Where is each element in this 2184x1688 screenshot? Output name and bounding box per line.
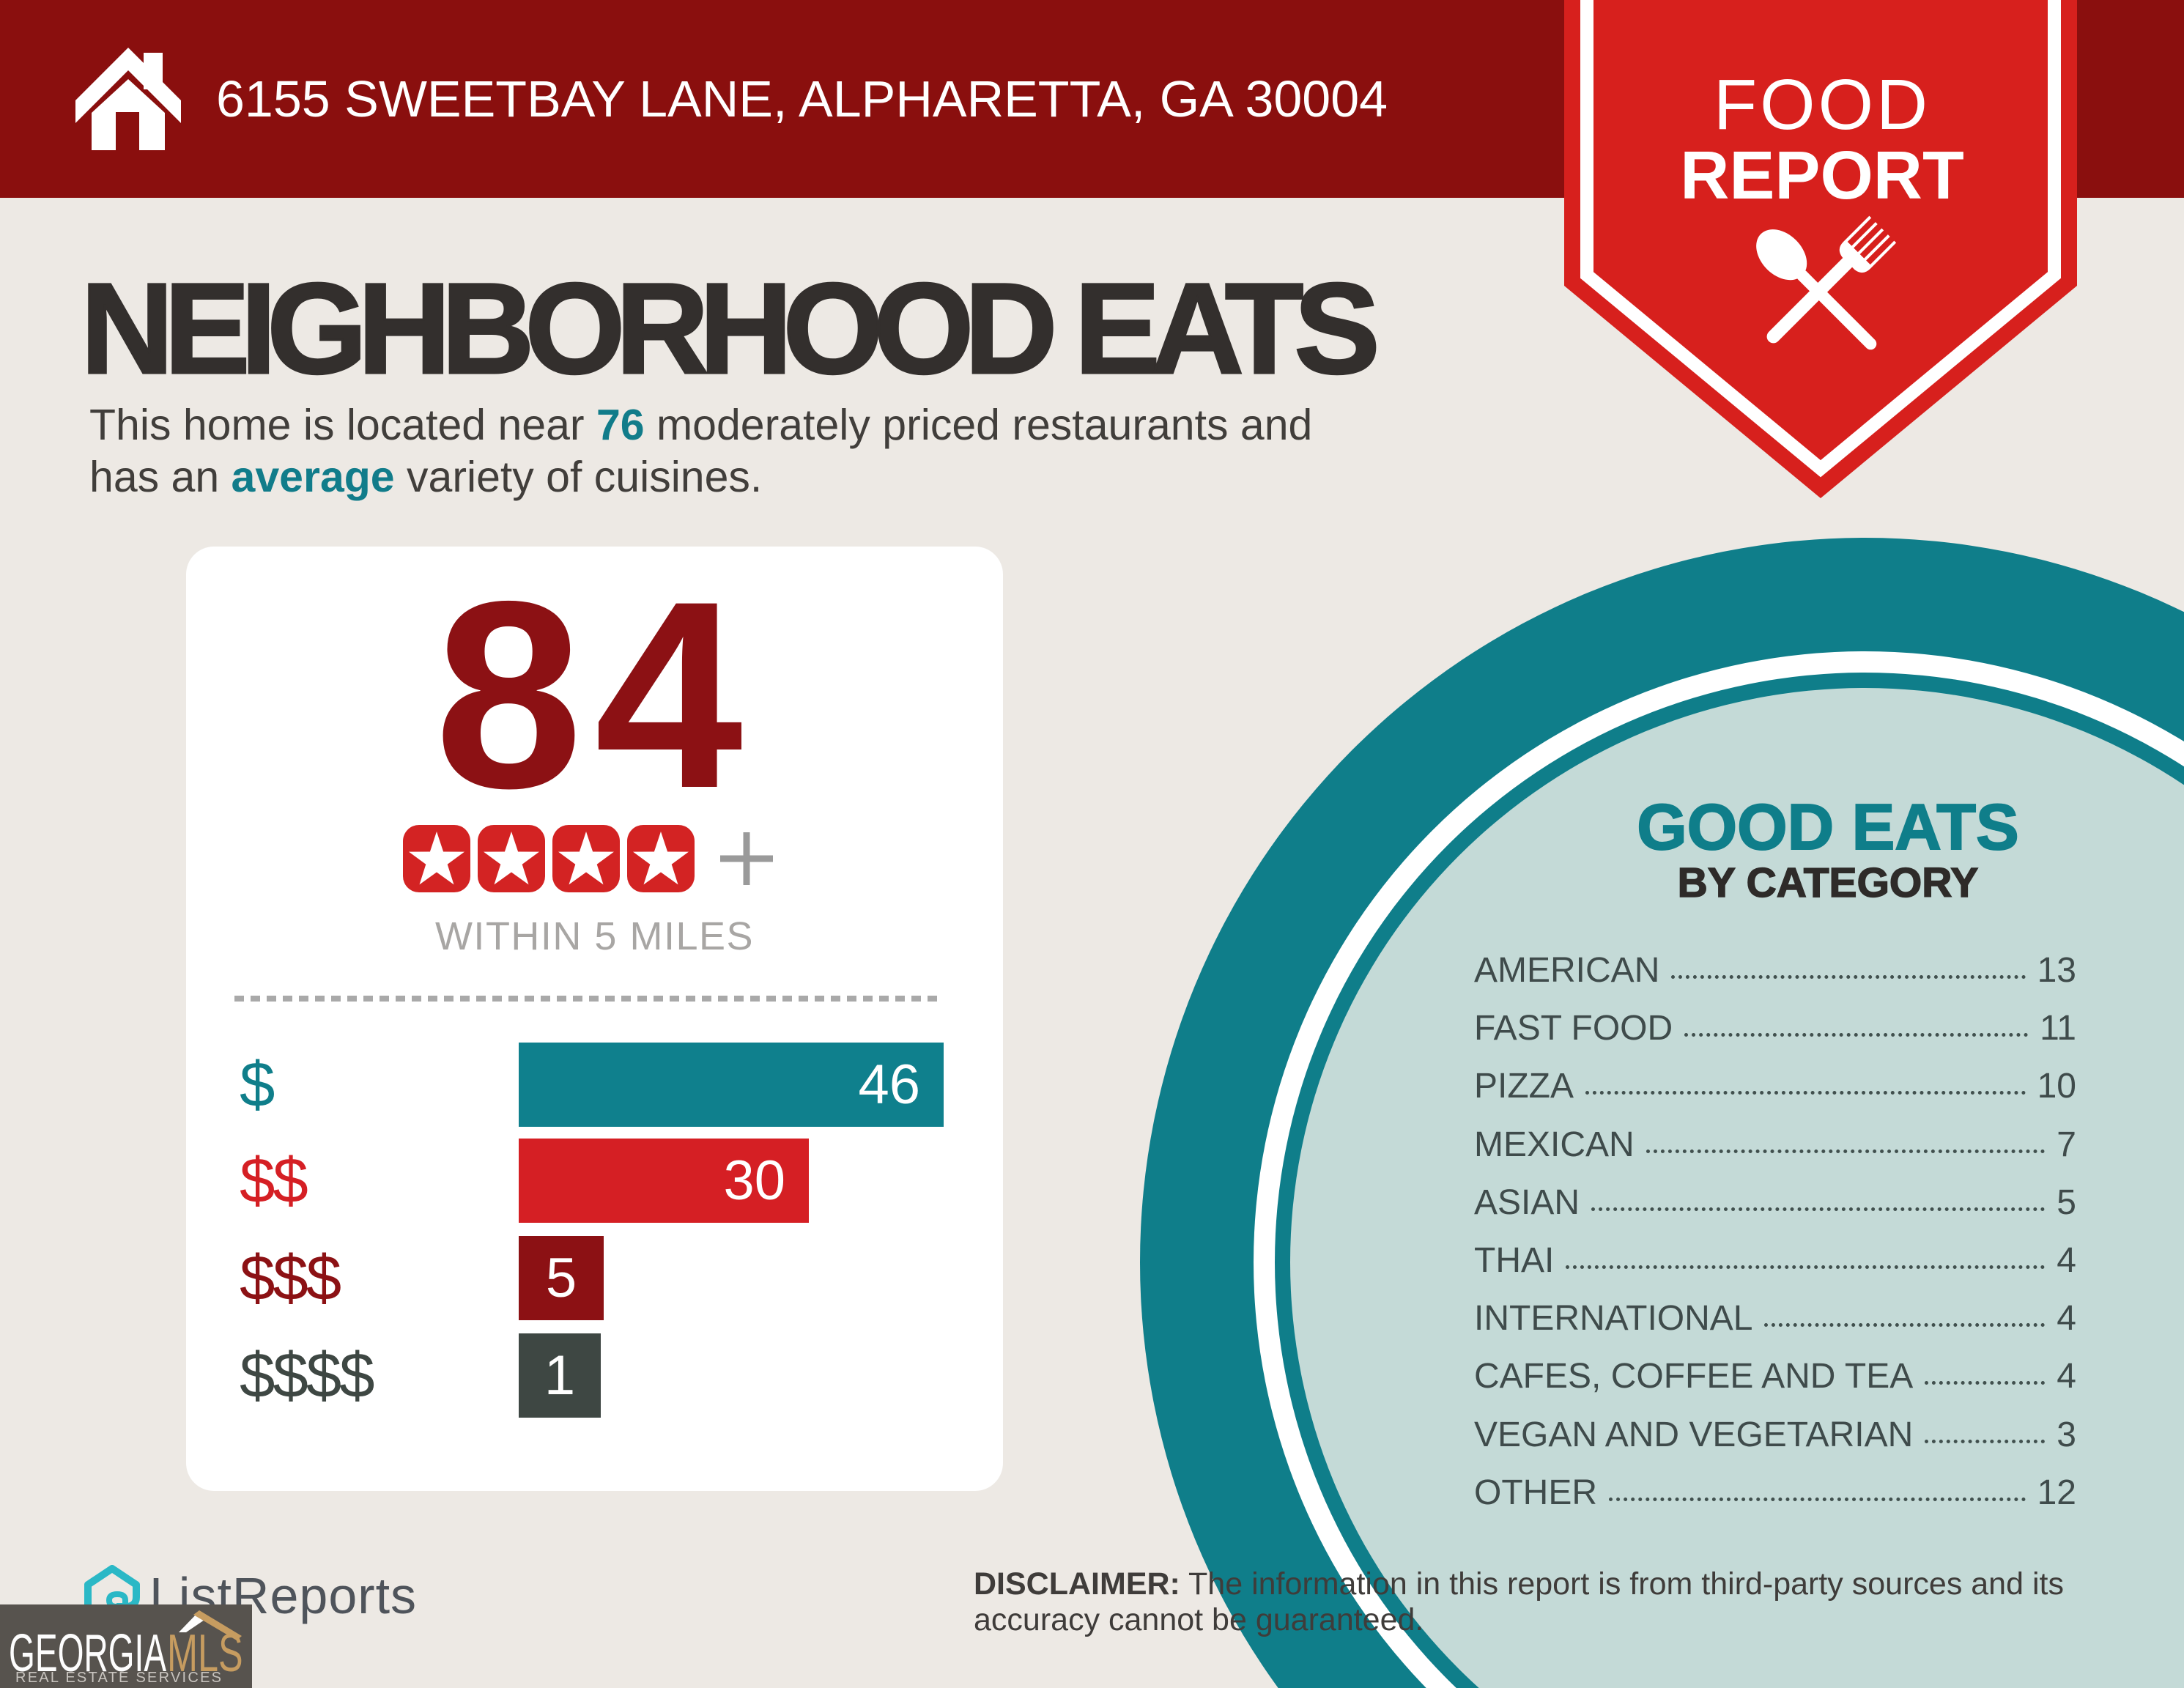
svg-text:REPORT: REPORT (1680, 137, 1964, 213)
svg-text:REAL ESTATE SERVICES: REAL ESTATE SERVICES (15, 1670, 221, 1686)
svg-text:GEORGIA: GEORGIA (9, 1623, 167, 1682)
svg-text:FOOD: FOOD (1714, 64, 1931, 144)
